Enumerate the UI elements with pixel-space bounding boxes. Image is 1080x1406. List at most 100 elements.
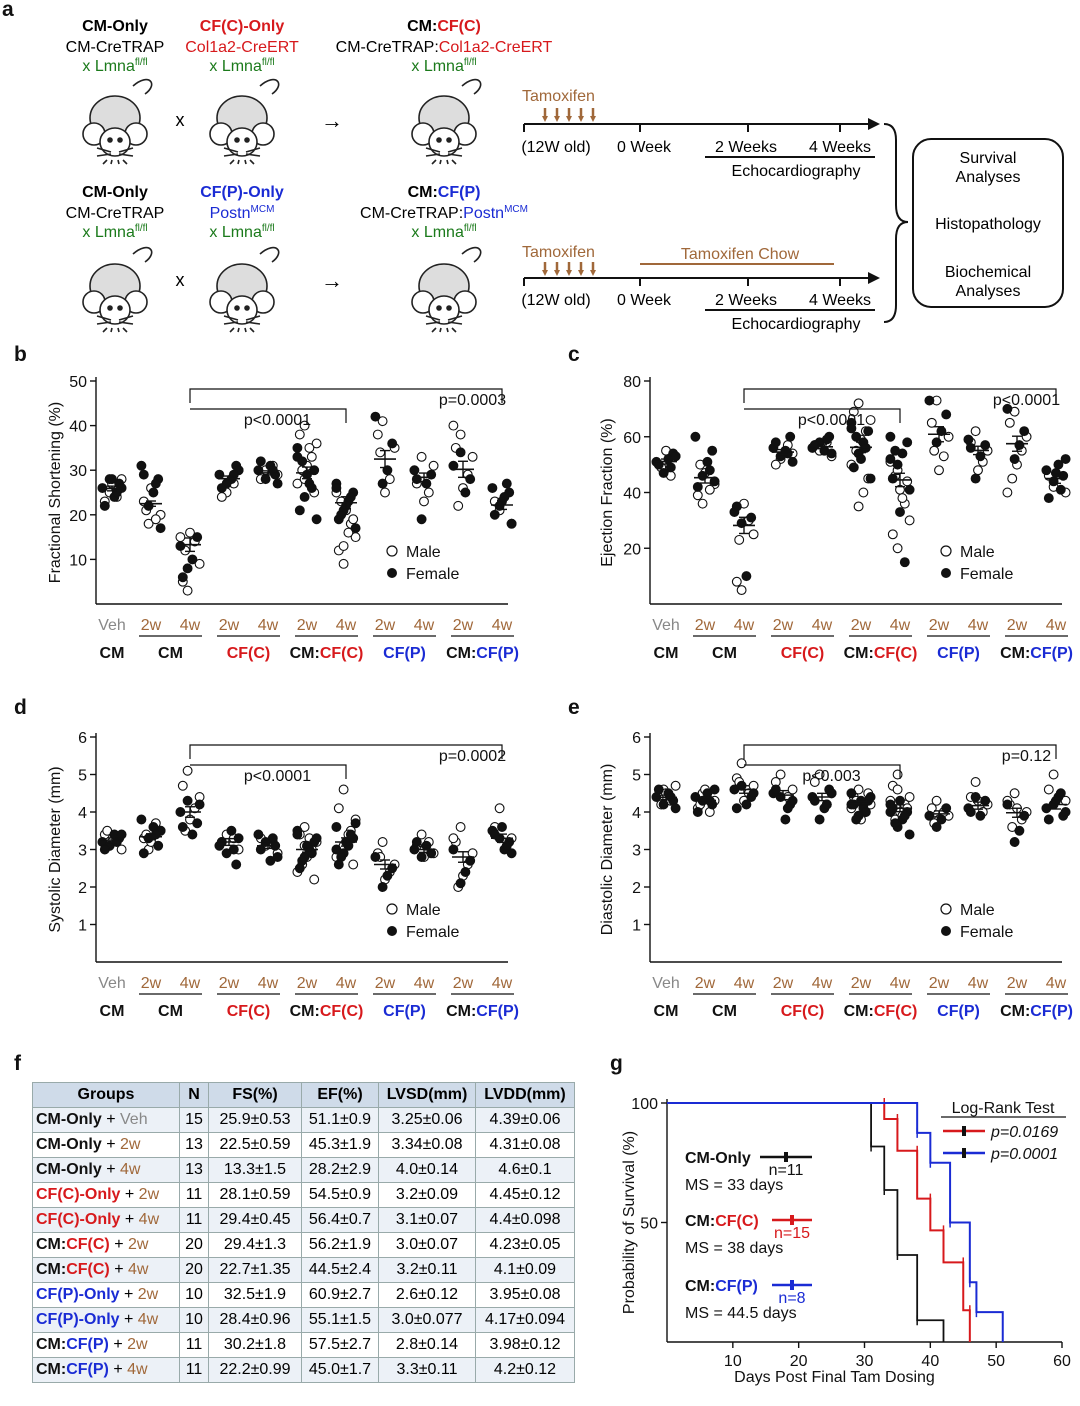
female-point [658,468,669,478]
male-point [697,498,708,509]
mouse-whiskers [223,147,261,165]
cell-lvsd: 3.0±0.07 [378,1232,476,1258]
cell-fs: 32.5±1.9 [208,1282,302,1308]
female-point [150,829,161,840]
group-name-suffix: CF(C) [66,1261,110,1278]
survival-panel: 10 20 30 40 50 60 50 100 Days Post Final Tam Dos… [621,1096,1071,1386]
group-sub-label: 2w [297,617,318,634]
series-name-label: CM:CF(C) [685,1213,759,1230]
female-point [216,483,227,493]
mouse-eye [107,137,113,143]
row1-result-line2: x Lmnafl/fl [411,57,476,75]
male-point [731,576,742,587]
group-name-suffix: CF(C) [66,1236,110,1253]
flfl-sup: fl/fl [135,57,148,68]
tamoxifen-arrow-head [542,270,548,276]
group-label: CM:CF(P) [1000,1003,1073,1020]
cell-lvdd: 4.2±0.12 [475,1357,575,1383]
y-tick-label: 6 [632,730,641,747]
cell-group: CF(C)-Only + 4w [32,1207,180,1233]
group-sub-label: Veh [652,617,680,634]
series-ms-label: MS = 38 days [685,1240,783,1257]
male-point [309,874,320,885]
group-label-name: CM [712,1003,737,1020]
cell-lvsd: 2.6±0.12 [378,1282,476,1308]
group-sub-label: 2w [851,975,872,992]
male-point [175,532,186,543]
male-point [377,837,388,847]
group-sub-label: 4w [180,617,201,634]
female-point [814,814,825,825]
female-point [487,483,498,493]
group-name: CF(C)-Only [36,1211,121,1228]
male-point [455,822,466,832]
p-value-label: p=0.0002 [439,748,506,765]
y-tick-label: 30 [69,463,87,480]
female-point [192,818,203,829]
male-point [384,474,395,485]
female-point [226,825,237,836]
x-tick-label: 20 [790,1353,808,1370]
female-point [350,818,361,829]
mouse-eye [234,137,240,143]
mouse-head [226,295,258,325]
legend-title: Log-Rank Test [952,1100,1055,1117]
male-point [1002,487,1013,498]
cell-lvdd: 3.98±0.12 [475,1332,575,1358]
row1-tick-label: 0 Week [617,139,672,156]
legend-female-marker [941,568,951,578]
row1-cf-title: CF(C)-Only [200,18,285,35]
group-sub-label: 2w [297,975,318,992]
row2-cf-line2: x Lmnafl/fl [209,223,274,241]
row1-cross: x [176,110,185,130]
female-point [292,829,303,840]
table-header-row: Groups N FS(%) EF(%) LVSD(mm) LVDD(mm) [32,1082,575,1108]
cell-lvsd: 4.0±0.14 [378,1157,476,1183]
panel-b: 10 20 30 40 50 Fractional Shortening (%) Veh 2w… [47,374,519,662]
tamoxifen-arrow-head [578,270,584,276]
female-point [665,462,676,473]
female-point [887,473,898,484]
cell-group: CM-Only + Veh [32,1107,180,1133]
y-tick-label: 50 [640,1216,658,1233]
female-point [1002,799,1013,810]
scatter-panels: 10 20 30 40 50 Fractional Shortening (%) Veh 2w… [47,374,1073,1020]
cell-n: 15 [179,1107,209,1133]
cell-group: CM-Only + 2w [32,1132,180,1158]
plus-sign: + [101,1161,121,1178]
group-label-prefix: CM: [446,1003,476,1020]
male-point [455,429,466,440]
group-sub-label: 2w [929,975,950,992]
group-sub-label: Veh [98,617,126,634]
group-sub-label: 2w [773,617,794,634]
mouse-eye [244,305,250,311]
group-label-name: CF(C) [781,1003,825,1020]
male-point [304,442,315,453]
mouse-tail [132,78,153,95]
group-label: CF(P) [383,645,426,662]
male-point [216,492,227,502]
flfl-sup: fl/fl [262,223,275,234]
group-label: CF(P) [937,645,980,662]
cell-lvdd: 4.39±0.06 [475,1107,575,1133]
row2-cf-title: CF(P)-Only [200,184,284,201]
male-point [377,416,388,427]
treatment: 2w [128,1236,149,1253]
treatment: 2w [137,1286,159,1303]
legend-female-label: Female [406,924,459,941]
significance-bracket [744,408,901,423]
row1-cm-only-line2: x Lmnafl/fl [82,57,147,75]
panel-letter-c: c [568,343,580,366]
group-label: CM [100,645,125,662]
cm-prefix: CM-CreTRAP: [336,39,439,56]
cf-suffix: Postn [463,205,504,222]
female-point [260,474,271,485]
treatment: 4w [120,1161,141,1178]
male-point [182,765,193,776]
treatment: 2w [138,1186,160,1203]
group-sub-label: 4w [414,975,435,992]
female-point [311,514,322,525]
cell-lvdd: 4.23±0.05 [475,1232,575,1258]
female-point [785,431,796,442]
y-tick-label: 20 [623,541,641,558]
